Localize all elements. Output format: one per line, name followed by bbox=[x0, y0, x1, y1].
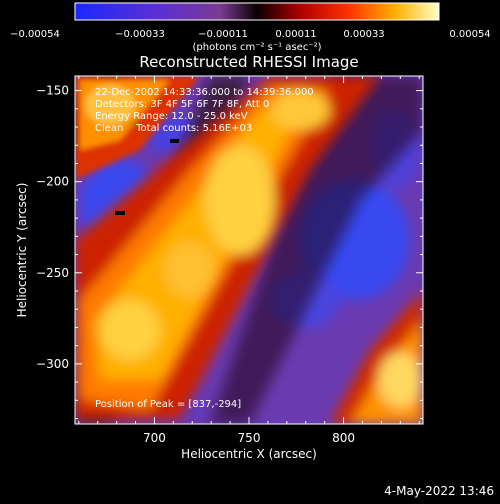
colorbar-tick-label: −0.00011 bbox=[198, 29, 248, 40]
y-axis-ticks: −150 −200 −250 −300 bbox=[36, 84, 423, 420]
heatmap-upper-band bbox=[75, 76, 200, 180]
colorbar-tick-label: 0.00054 bbox=[449, 29, 490, 40]
colorbar-tick-label: −0.00054 bbox=[10, 29, 60, 40]
colorbar-ticks: −0.00054 −0.00033 −0.00011 0.00011 0.00033 0.… bbox=[10, 29, 491, 40]
x-tick-label: 800 bbox=[332, 431, 355, 445]
colorbar-units-label: (photons cm⁻² s⁻¹ asec⁻²) bbox=[192, 42, 321, 53]
y-axis-label: Heliocentric Y (arcsec) bbox=[15, 183, 29, 318]
footer-timestamp: 4-May-2022 13:46 bbox=[384, 484, 494, 498]
y-tick-label: −250 bbox=[36, 266, 69, 280]
x-axis-label: Heliocentric X (arcsec) bbox=[181, 447, 317, 461]
x-tick-label: 700 bbox=[143, 431, 166, 445]
heatmap-dark-pixel bbox=[170, 139, 179, 143]
heatmap-dark-pixel bbox=[115, 211, 125, 215]
y-tick-label: −300 bbox=[36, 357, 69, 371]
energy-annotation: Energy Range: 12.0 - 25.0 keV bbox=[95, 111, 248, 122]
x-axis-ticks: 700 750 800 bbox=[78, 76, 420, 445]
detectors-annotation: Detectors: 3F 4F 5F 6F 7F 8F, Att 0 bbox=[95, 99, 269, 110]
heatmap-flare-band bbox=[75, 76, 380, 420]
colorbar-tick-label: −0.00033 bbox=[115, 29, 165, 40]
plot-title: Reconstructed RHESSI Image bbox=[139, 53, 358, 71]
heatmap-lower-right-band bbox=[330, 290, 423, 424]
colorbar-tick-label: 0.00011 bbox=[275, 29, 316, 40]
y-tick-label: −200 bbox=[36, 175, 69, 189]
x-tick-label: 750 bbox=[238, 431, 261, 445]
heatmap-image bbox=[75, 76, 423, 424]
time-range-annotation: 22-Dec-2002 14:33:36.000 to 14:39:36.000 bbox=[95, 87, 314, 98]
clean-annotation: Clean Total counts: 5.16E+03 bbox=[95, 123, 252, 134]
colorbar-tick-label: 0.00033 bbox=[343, 29, 384, 40]
colorbar-gradient bbox=[74, 2, 440, 21]
colorbar: −0.00054 −0.00033 −0.00011 0.00011 0.00033 0.… bbox=[10, 2, 491, 53]
y-tick-label: −150 bbox=[36, 84, 69, 98]
peak-position-annotation: Position of Peak = [837,-294] bbox=[95, 399, 241, 410]
